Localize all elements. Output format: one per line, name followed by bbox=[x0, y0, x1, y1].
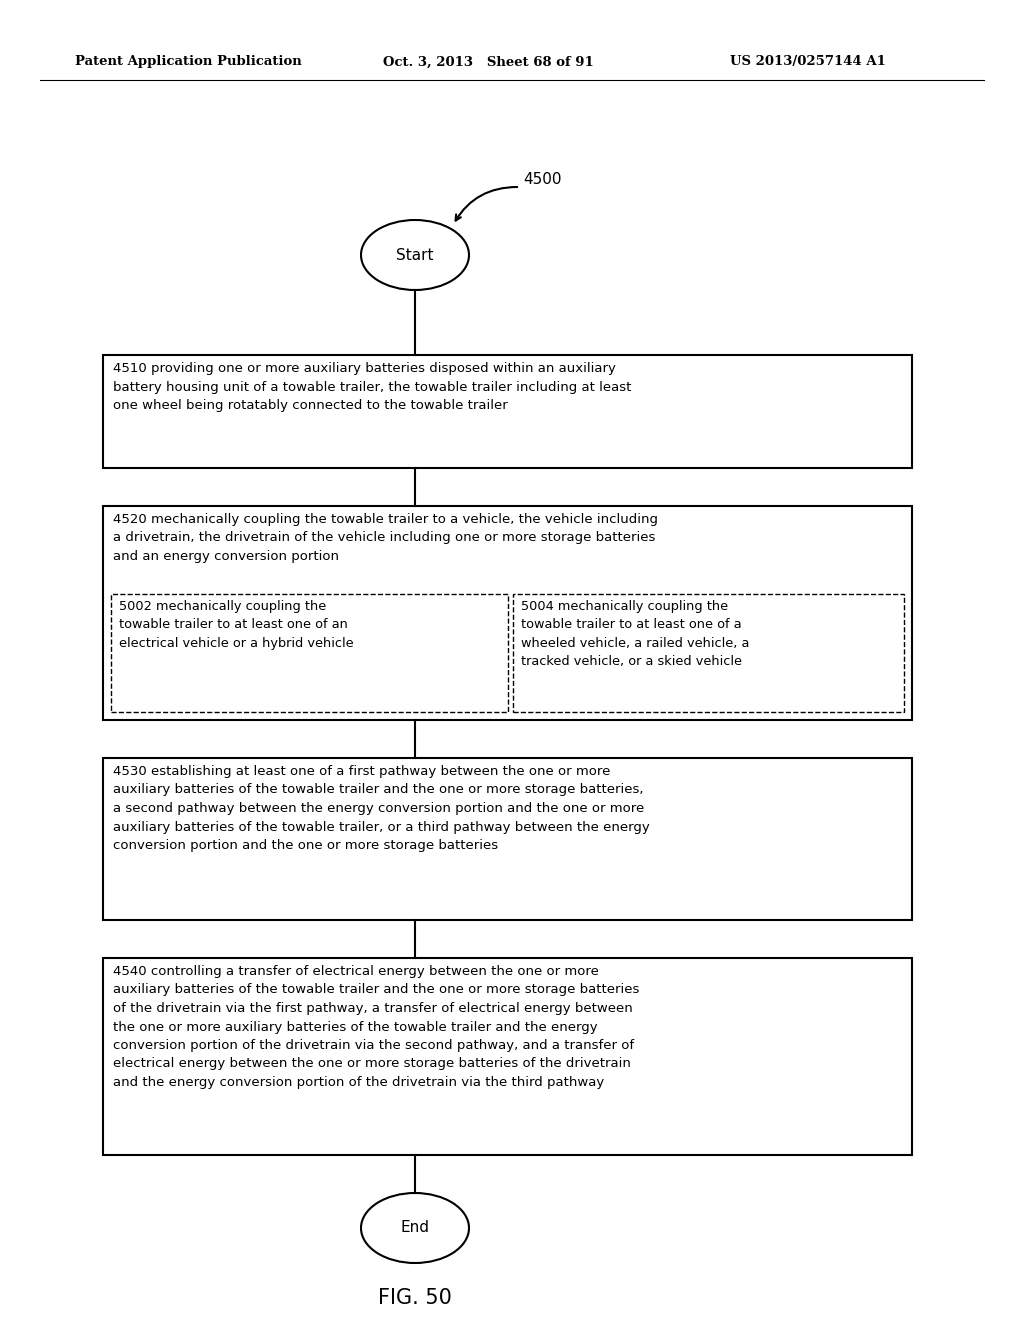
Text: 4500: 4500 bbox=[523, 172, 561, 186]
Text: End: End bbox=[400, 1221, 429, 1236]
Text: 5004 mechanically coupling the
towable trailer to at least one of a
wheeled vehi: 5004 mechanically coupling the towable t… bbox=[521, 601, 750, 668]
Text: 5002 mechanically coupling the
towable trailer to at least one of an
electrical : 5002 mechanically coupling the towable t… bbox=[119, 601, 353, 649]
Text: Start: Start bbox=[396, 248, 434, 263]
Text: FIG. 50: FIG. 50 bbox=[378, 1288, 452, 1308]
Text: 4530 establishing at least one of a first pathway between the one or more
auxili: 4530 establishing at least one of a firs… bbox=[113, 766, 650, 851]
Text: Patent Application Publication: Patent Application Publication bbox=[75, 55, 302, 69]
Text: 4520 mechanically coupling the towable trailer to a vehicle, the vehicle includi: 4520 mechanically coupling the towable t… bbox=[113, 513, 658, 564]
Text: US 2013/0257144 A1: US 2013/0257144 A1 bbox=[730, 55, 886, 69]
Text: Oct. 3, 2013   Sheet 68 of 91: Oct. 3, 2013 Sheet 68 of 91 bbox=[383, 55, 594, 69]
Text: 4510 providing one or more auxiliary batteries disposed within an auxiliary
batt: 4510 providing one or more auxiliary bat… bbox=[113, 362, 632, 412]
Text: 4540 controlling a transfer of electrical energy between the one or more
auxilia: 4540 controlling a transfer of electrica… bbox=[113, 965, 639, 1089]
